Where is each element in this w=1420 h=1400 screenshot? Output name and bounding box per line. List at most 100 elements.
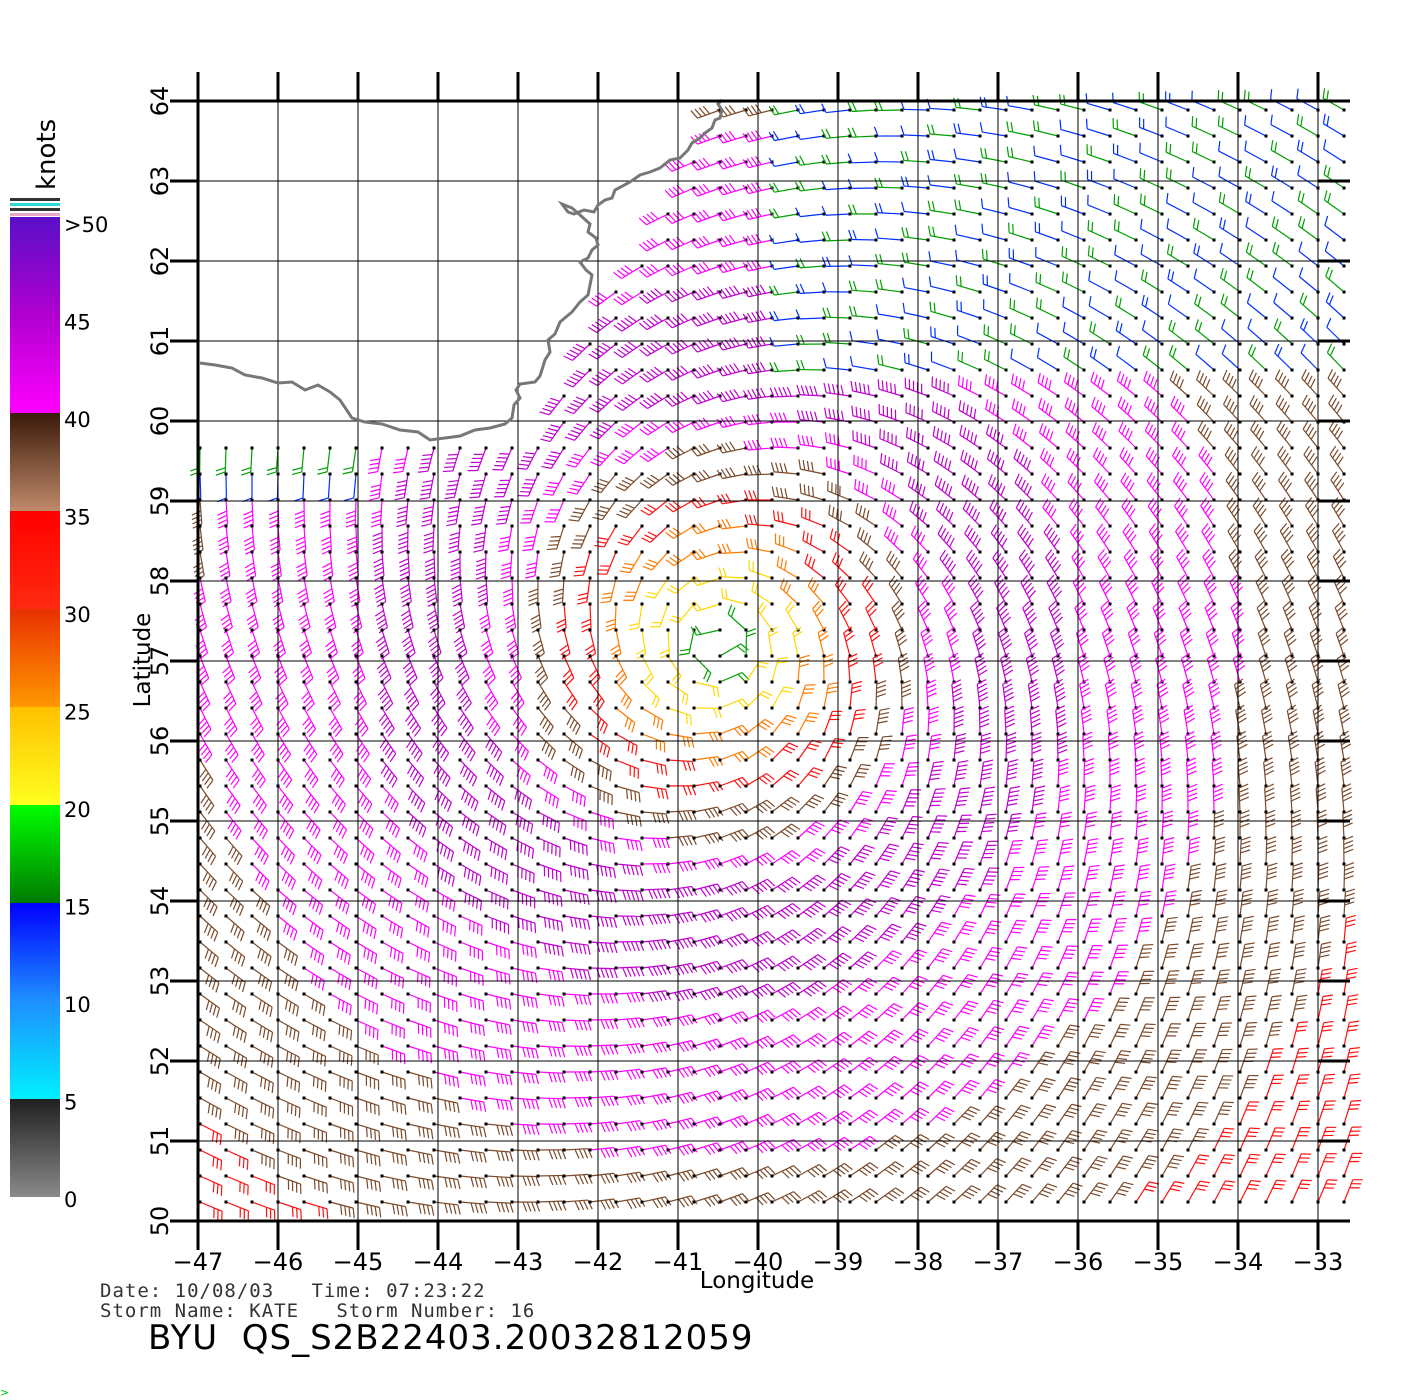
wind-barb (1247, 344, 1268, 372)
wind-barb (536, 888, 563, 907)
wind-barb (1020, 574, 1037, 606)
wind-barb (406, 810, 427, 838)
wind-barb (1140, 244, 1164, 268)
wind-barb (1156, 678, 1169, 710)
wind-barb (690, 235, 722, 249)
wind-barb (1142, 345, 1164, 372)
wind-barb (1140, 269, 1164, 294)
wind-barb (1007, 197, 1034, 216)
wind-barb (614, 758, 639, 779)
wind-barb (1177, 574, 1191, 606)
wind-barb (953, 173, 982, 190)
wind-barb (484, 1148, 514, 1162)
wind-barb (295, 524, 307, 555)
wind-barb (224, 888, 244, 916)
wind-barb (406, 836, 428, 863)
wind-barb (613, 341, 644, 358)
wind-barb (1290, 1179, 1312, 1204)
wind-barb (293, 472, 306, 502)
wind-barb (848, 305, 878, 320)
wind-barb (588, 1069, 619, 1081)
wind-barb (978, 893, 1001, 918)
wind-barb (405, 732, 423, 763)
wind-barb (1166, 243, 1190, 268)
wind-barb (406, 1070, 433, 1089)
wind-barb (744, 1009, 776, 1023)
wind-barb (302, 862, 323, 890)
wind-barb (1107, 731, 1119, 762)
wind-barb (456, 680, 472, 712)
wind-barb (1186, 916, 1204, 944)
wind-barb (794, 130, 826, 141)
wind-barb (1218, 166, 1242, 190)
wind-barb (536, 1044, 566, 1058)
wind-barb (744, 826, 776, 840)
wind-barb (1148, 523, 1164, 554)
wind-barb (1160, 810, 1174, 840)
wind-barb (276, 862, 296, 890)
wind-barb (984, 374, 1008, 398)
wind-barb (1155, 652, 1168, 684)
wind-barb (1119, 447, 1138, 476)
wind-barb (796, 794, 825, 814)
wind-barb (1087, 220, 1112, 242)
wind-barb (1004, 785, 1021, 814)
wind-barb (1092, 447, 1112, 476)
wind-barb (873, 126, 904, 138)
wind-barb (536, 940, 564, 957)
wind-barb (1212, 942, 1230, 970)
wind-barb (1264, 836, 1277, 866)
wind-barb (1160, 996, 1181, 1022)
wind-barb (796, 901, 827, 918)
wind-barb (276, 992, 300, 1017)
wind-barb (640, 706, 664, 731)
wind-barb (1224, 446, 1242, 476)
wind-barb (980, 198, 1008, 216)
wind-barb (510, 914, 537, 934)
wind-barb (900, 1160, 930, 1178)
wind-barb (302, 1122, 328, 1143)
wind-barb (978, 1105, 1006, 1126)
wind-barb (1290, 862, 1303, 892)
wind-barb (692, 1038, 724, 1052)
wind-barb (613, 290, 644, 306)
wind-barb (354, 1096, 380, 1116)
wind-barb (1134, 1049, 1157, 1074)
wind-barb (1166, 192, 1190, 216)
wind-barb (640, 964, 671, 977)
wind-barb (994, 574, 1010, 606)
wind-barb (1082, 838, 1099, 866)
wind-barb (1186, 1128, 1209, 1152)
wind-barb (692, 1168, 724, 1181)
wind-barb (848, 1004, 878, 1022)
wind-barb (1246, 293, 1268, 320)
wind-barb (1029, 705, 1041, 736)
wind-barb (539, 394, 566, 416)
wind-barb (596, 550, 618, 575)
wind-barb (1022, 600, 1038, 632)
wind-barb (552, 576, 566, 606)
wind-barb (952, 1026, 979, 1048)
wind-barb (927, 175, 956, 190)
wind-barb (1335, 626, 1349, 658)
wind-barb (639, 420, 670, 436)
wind-barb (690, 625, 722, 636)
wind-barb (562, 758, 585, 784)
wind-barb (907, 476, 930, 502)
wind-barb (1082, 918, 1102, 944)
wind-barb (1098, 574, 1113, 606)
wind-barb (1222, 369, 1242, 398)
wind-barb (1032, 94, 1060, 112)
wind-barb (1233, 678, 1247, 710)
wind-barb (1005, 95, 1034, 112)
wind-barb (1250, 420, 1268, 450)
wind-barb (614, 680, 632, 710)
wind-barb (951, 679, 963, 710)
wind-barb (666, 784, 697, 796)
wind-barb (328, 810, 348, 839)
wind-barb (442, 446, 462, 473)
wind-barb (302, 810, 321, 839)
wind-barb (798, 459, 826, 476)
wind-barb (900, 201, 930, 216)
wind-barb (328, 1174, 355, 1193)
